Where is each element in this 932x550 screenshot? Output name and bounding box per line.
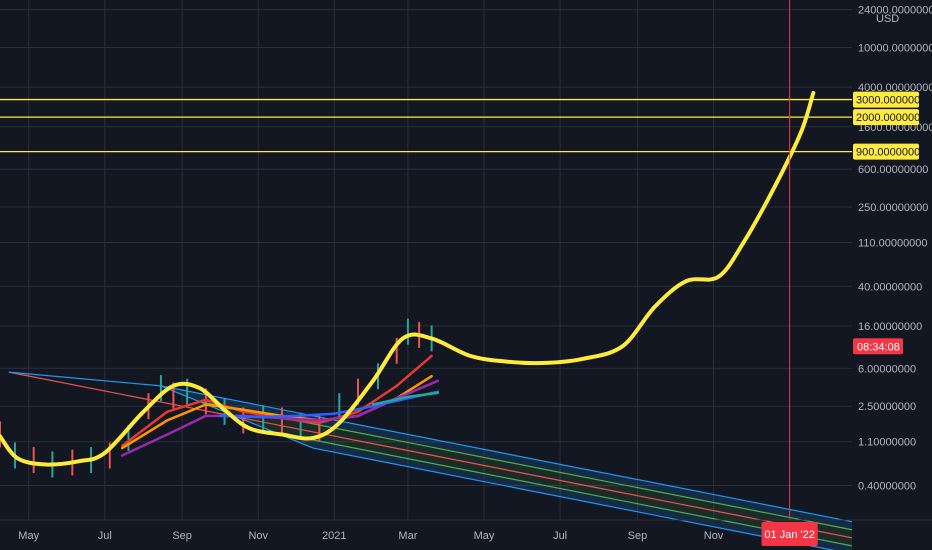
level-tag-axis-label-2: 900.00000000 <box>856 147 926 159</box>
pitchfork-median-line <box>8 371 853 539</box>
x-tick-label: Jul <box>553 530 567 542</box>
x-tick-label: Sep <box>172 530 192 542</box>
x-tick-label: May <box>18 530 39 542</box>
y-tick-label: 0.40000000 <box>858 480 916 492</box>
projection-path <box>0 90 816 467</box>
y-tick-label: 10000.00000000 <box>858 43 932 55</box>
pitchfork-green-upper-line <box>198 400 853 531</box>
price-axis[interactable]: 24000.00000000 10000.00000000 4000.0000000… <box>852 0 932 550</box>
level-tag-axis-label-0: 3000.00000000 <box>856 95 932 107</box>
x-tick-label: May <box>474 530 495 542</box>
y-tick-label: 1.10000000 <box>858 437 916 449</box>
date-marker-label-axis: 01 Jan '22 <box>764 529 814 541</box>
y-tick-label: 600.00000000 <box>858 164 928 176</box>
projection-curve <box>0 90 816 467</box>
countdown-label: 08:34:08 <box>857 341 900 353</box>
currency-label: USD <box>876 13 899 25</box>
level-tag-axis-0 <box>853 91 919 108</box>
moving-averages <box>120 354 440 457</box>
moving-average-line-3 <box>218 390 440 419</box>
time-axis[interactable]: May Jul Sep Nov 2021 Mar May Jul Sep Nov 01 Jan '2… <box>0 519 932 546</box>
y-tick-label: 110.00000000 <box>858 238 928 250</box>
x-tick-label: Nov <box>704 530 724 542</box>
y-tick-label: 4000.00000000 <box>858 82 932 94</box>
x-tick-label: Sep <box>628 530 648 542</box>
pitchfork-zone-outer-upper <box>160 385 852 530</box>
pitchfork-green-lower-line <box>274 431 853 547</box>
x-tick-label: 2021 <box>322 530 346 542</box>
x-tick-label: Jul <box>98 530 112 542</box>
pitchfork-channel <box>8 371 853 550</box>
level-tag-axis-label-1: 2000.00000000 <box>856 112 932 124</box>
pitchfork-upper-line <box>160 385 853 523</box>
date-marker: 01 Jan '22 <box>761 0 818 546</box>
countdown-tag <box>853 338 903 355</box>
level-tag-axis-1 <box>853 109 919 126</box>
chart-grid <box>0 0 852 520</box>
level-tag-axis-2 <box>853 143 919 160</box>
y-tick-label: 2.50000000 <box>858 401 916 413</box>
y-tick-label: 16.00000000 <box>858 321 922 333</box>
moving-average-line-4 <box>371 391 440 406</box>
x-tick-label: Mar <box>398 530 417 542</box>
y-tick-label: 250.00000000 <box>858 202 928 214</box>
pitchfork-pivot-upper <box>8 371 161 387</box>
y-tick-label: 6.00000000 <box>858 363 916 375</box>
y-tick-label: 40.00000000 <box>858 281 922 293</box>
date-marker-tag-axis <box>761 522 818 546</box>
y-tick-label: 24000.00000000 <box>858 5 932 17</box>
x-tick-label: Nov <box>248 530 268 542</box>
pitchfork-zone-outer-lower <box>275 432 852 550</box>
